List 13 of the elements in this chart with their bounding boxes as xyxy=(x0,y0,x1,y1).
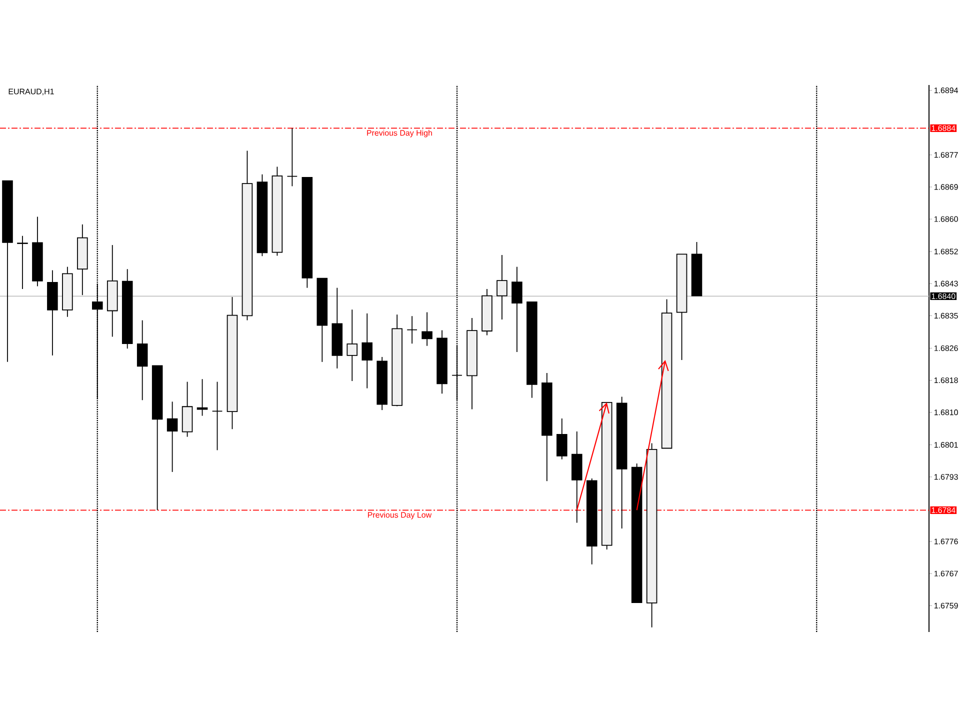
candlestick xyxy=(346,309,358,382)
candlestick xyxy=(422,312,432,346)
candlestick xyxy=(17,235,28,290)
candlestick xyxy=(362,312,372,389)
candlestick xyxy=(286,128,298,187)
candlestick xyxy=(212,381,223,451)
candlestick xyxy=(136,320,148,401)
candlestick xyxy=(406,316,418,344)
candlestick xyxy=(512,266,522,352)
candlestick xyxy=(166,401,178,472)
candlestick xyxy=(196,378,208,416)
candlestick xyxy=(496,254,508,320)
candlestick xyxy=(556,418,568,460)
